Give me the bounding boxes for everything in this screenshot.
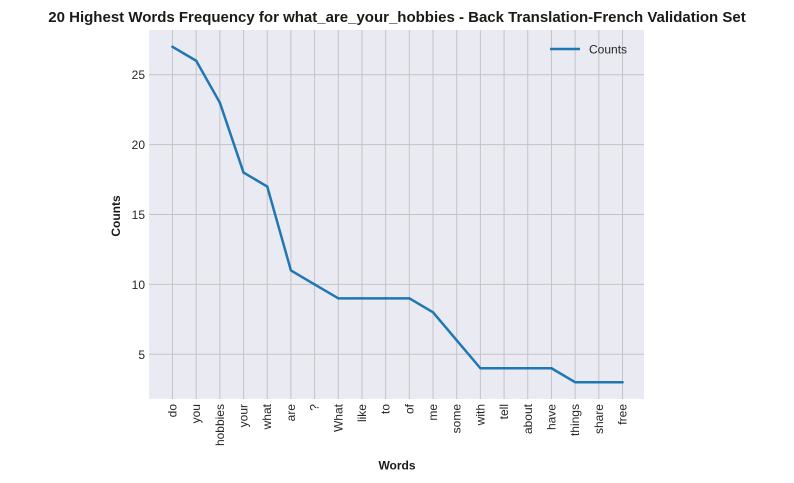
x-tick-label: like xyxy=(355,404,369,422)
data-point xyxy=(194,59,198,62)
data-point xyxy=(479,367,482,370)
x-tick-label: share xyxy=(592,404,606,434)
data-point xyxy=(266,185,269,188)
data-point xyxy=(455,339,458,342)
data-point xyxy=(550,367,553,370)
x-tick-label: you xyxy=(189,404,203,423)
data-point xyxy=(218,101,222,104)
x-tick-label: What xyxy=(331,403,345,432)
data-point xyxy=(408,297,411,300)
data-point xyxy=(313,283,316,286)
x-tick-label: me xyxy=(426,404,440,421)
x-tick-label: free xyxy=(616,404,630,425)
y-tick-label: 25 xyxy=(132,68,146,82)
y-tick-label: 10 xyxy=(132,278,146,292)
x-tick-label: with xyxy=(473,404,487,426)
y-tick-label: 15 xyxy=(132,208,146,222)
x-tick-label: things xyxy=(568,404,582,436)
x-tick-label: are xyxy=(284,404,298,422)
data-point xyxy=(502,367,506,370)
x-tick-label: tell xyxy=(497,404,511,419)
x-tick-label: hobbies xyxy=(213,404,227,446)
y-tick-label: 5 xyxy=(138,348,145,362)
x-tick-label: ? xyxy=(308,404,322,411)
legend: Counts xyxy=(550,43,627,57)
data-point xyxy=(597,381,601,384)
data-point xyxy=(289,269,293,272)
data-point xyxy=(573,381,577,384)
y-axis-ticks: 5 10 15 20 25 xyxy=(132,68,146,362)
series-layer xyxy=(171,45,624,384)
x-tick-label: to xyxy=(379,404,393,414)
chart-title: 20 Highest Words Frequency for what_are_… xyxy=(48,9,745,26)
data-point xyxy=(242,171,245,174)
y-axis-label: Counts xyxy=(109,195,123,237)
x-tick-label: do xyxy=(166,404,180,418)
legend-label-counts: Counts xyxy=(589,43,627,57)
data-point xyxy=(431,311,435,314)
data-point xyxy=(171,45,174,48)
data-point xyxy=(337,297,340,300)
x-axis-ticks: do you hobbies your what are? What like to of me so… xyxy=(166,403,630,446)
data-point xyxy=(526,367,529,370)
x-tick-label: some xyxy=(450,404,464,434)
grid-lines xyxy=(149,30,644,399)
x-tick-label: about xyxy=(521,403,535,434)
x-tick-label: your xyxy=(237,404,251,427)
x-tick-label: have xyxy=(544,404,558,430)
y-tick-label: 20 xyxy=(132,138,146,152)
data-point xyxy=(360,297,364,300)
data-point xyxy=(621,381,624,384)
x-axis-label: Words xyxy=(378,459,415,473)
x-tick-label: what xyxy=(260,403,274,430)
x-tick-label: of xyxy=(402,403,416,414)
series-line-counts xyxy=(171,45,624,384)
data-point xyxy=(384,297,387,300)
